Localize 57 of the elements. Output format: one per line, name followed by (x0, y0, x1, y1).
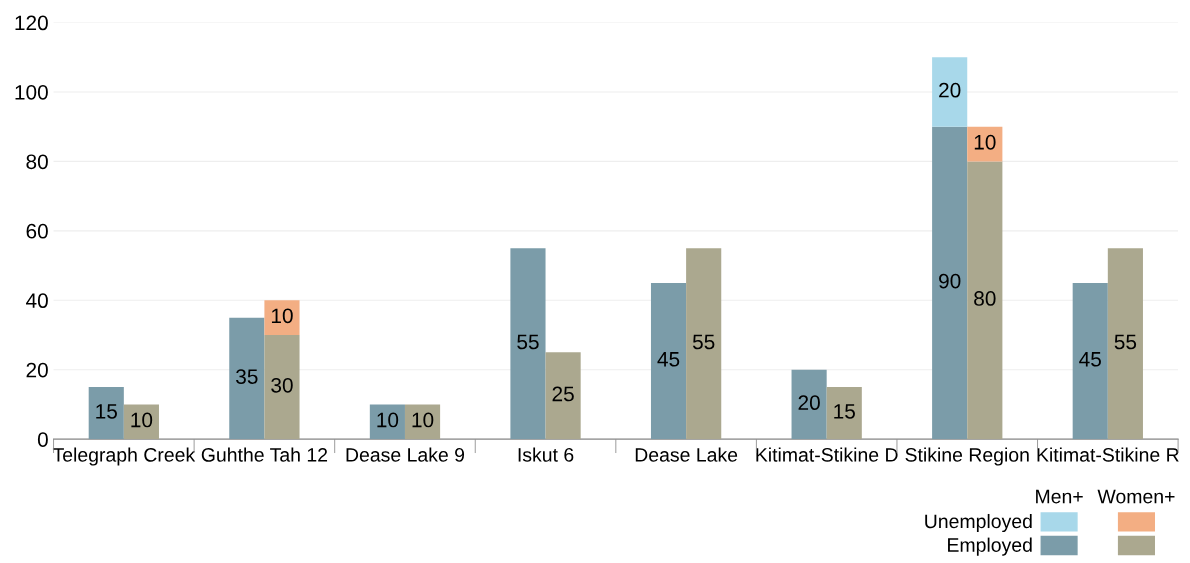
x-tick-label: Telegraph Creek (52, 447, 196, 466)
x-tick-label: Dease Lake 9 (346, 447, 465, 462)
bar (229, 317, 265, 440)
bar (264, 334, 300, 440)
data-label: 45 (657, 352, 680, 367)
x-tick-label: Dease Lake (635, 447, 738, 462)
bar (826, 387, 862, 440)
bar (932, 57, 968, 127)
y-tick-label: 100 (15, 84, 48, 100)
x-tick-label: Kitimat-Stikine R (1037, 447, 1179, 462)
bar (967, 126, 1003, 162)
text: Men+ (1036, 489, 1083, 504)
bar (967, 161, 1003, 440)
data-label: 10 (377, 412, 399, 428)
bar (791, 369, 827, 440)
y-tick-label: 40 (26, 293, 48, 309)
bar (404, 404, 441, 440)
bar (686, 248, 722, 440)
bar (1072, 282, 1108, 440)
data-label: 10 (412, 412, 434, 428)
bar (88, 387, 124, 440)
x-tick-label: Kitimat-Stikine D (756, 447, 898, 462)
y-tick-label: 0 (37, 432, 48, 447)
data-label: 55 (1114, 334, 1137, 350)
data-label: 80 (974, 291, 996, 306)
data-label: 55 (517, 334, 539, 350)
x-tick-label: Iskut 6 (518, 447, 574, 462)
data-label: 15 (834, 404, 855, 419)
data-label: 20 (939, 82, 961, 98)
data-label: 10 (271, 308, 293, 324)
data-label: 25 (552, 386, 574, 402)
data-label: 55 (692, 334, 715, 350)
data-label: 10 (974, 134, 996, 150)
y-tick-label: 120 (15, 15, 48, 31)
bar (510, 248, 546, 440)
bar (369, 404, 405, 440)
bar (650, 282, 687, 440)
legend-label: Employed (948, 537, 1032, 556)
bar (1107, 248, 1143, 440)
y-tick-label: 60 (26, 223, 48, 239)
y-tick-label: 80 (26, 154, 48, 170)
data-label: 90 (939, 273, 961, 289)
bar (123, 404, 159, 440)
bar (932, 126, 968, 440)
bar (264, 300, 300, 335)
data-label: 45 (1079, 352, 1101, 367)
data-label: 30 (271, 377, 293, 393)
y-tick-label: 20 (26, 362, 48, 378)
data-label: 35 (236, 369, 258, 384)
x-tick-label: Stikine Region (905, 447, 1029, 466)
data-label: 15 (96, 404, 117, 419)
data-label: 10 (131, 412, 153, 428)
x-tick-label: Guhthe Tah 12 (201, 447, 328, 462)
bar (545, 352, 581, 440)
data-label: 20 (798, 395, 820, 411)
legend-label: Unemployed (925, 513, 1032, 533)
text: Women+ (1097, 489, 1175, 504)
